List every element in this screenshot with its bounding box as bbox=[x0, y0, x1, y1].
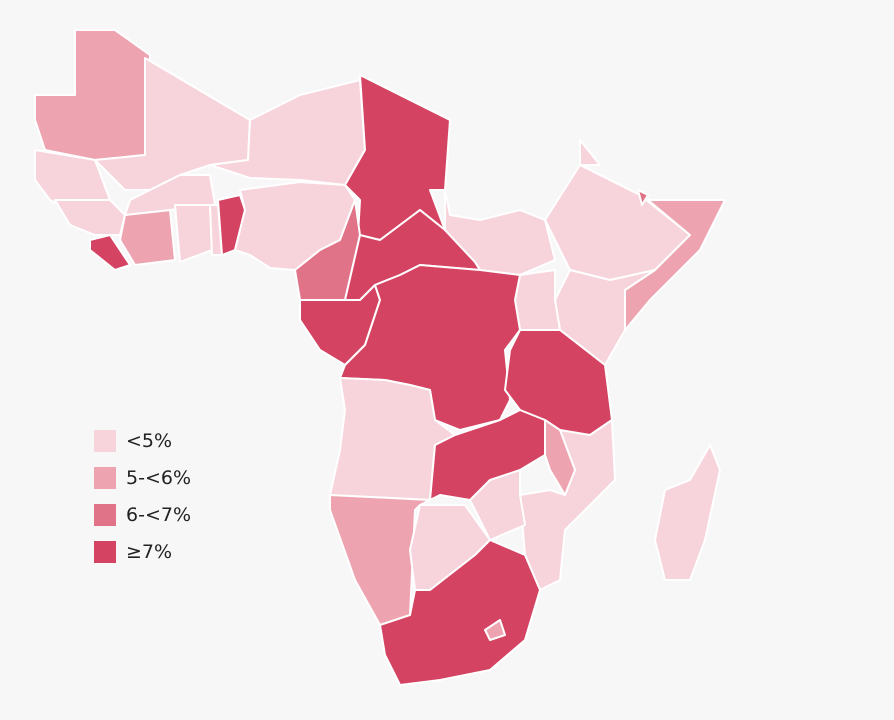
legend-label: 6-<7% bbox=[126, 503, 192, 526]
country-eritrea bbox=[579, 139, 601, 166]
country-liberia bbox=[89, 234, 131, 271]
legend-swatch bbox=[94, 503, 116, 526]
country-ghana bbox=[174, 204, 213, 263]
country-uganda bbox=[514, 269, 561, 331]
legend-item-ge7: ≥7% bbox=[94, 533, 191, 570]
country-south-sudan bbox=[444, 189, 556, 276]
legend-item-6-7: 6-<7% bbox=[94, 496, 191, 533]
country-cote-divoire bbox=[119, 209, 176, 266]
legend-swatch bbox=[94, 540, 116, 563]
country-mauritania bbox=[34, 29, 151, 161]
country-madagascar bbox=[654, 444, 721, 581]
legend-item-5-6: 5-<6% bbox=[94, 459, 191, 496]
country-zimbabwe bbox=[469, 469, 526, 541]
country-lesotho bbox=[484, 619, 506, 641]
country-guinea bbox=[54, 199, 126, 236]
legend-swatch bbox=[94, 466, 116, 489]
legend: <5% 5-<6% 6-<7% ≥7% bbox=[94, 422, 191, 570]
country-chad bbox=[344, 74, 451, 241]
legend-label: 5-<6% bbox=[126, 466, 192, 489]
country-malawi bbox=[544, 419, 576, 496]
legend-swatch bbox=[94, 429, 116, 452]
country-djibouti bbox=[637, 189, 649, 206]
legend-label: ≥7% bbox=[126, 540, 173, 563]
legend-label: <5% bbox=[126, 429, 173, 452]
country-dr-congo bbox=[339, 264, 521, 431]
legend-item-lt5: <5% bbox=[94, 422, 191, 459]
country-south-africa bbox=[379, 539, 541, 686]
